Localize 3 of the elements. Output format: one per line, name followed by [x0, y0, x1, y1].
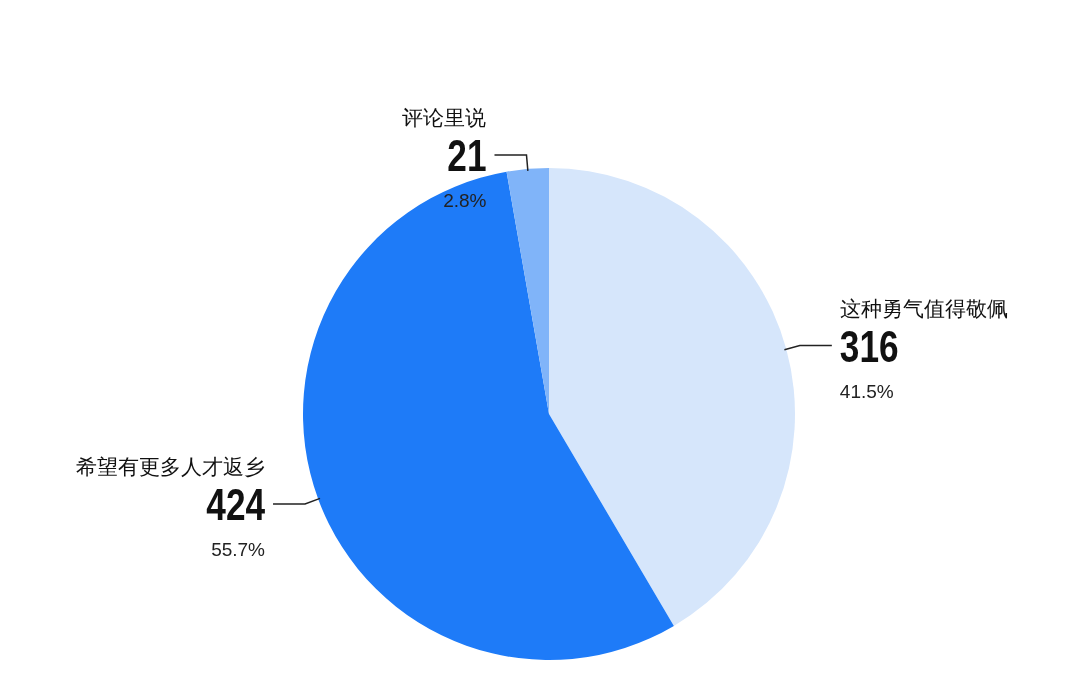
label: 评论里说 21 2.8% [402, 106, 487, 211]
label: 这种勇气值得敬佩 316 41.5% [839, 296, 1008, 402]
label: 希望有更多人才返乡 424 55.7% [76, 454, 266, 560]
